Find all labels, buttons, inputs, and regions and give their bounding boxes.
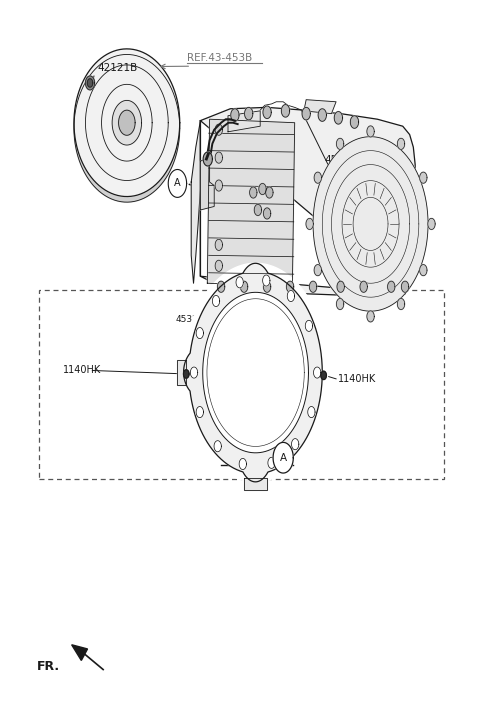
Polygon shape (74, 55, 180, 202)
Polygon shape (196, 327, 204, 339)
Polygon shape (398, 138, 405, 150)
Polygon shape (367, 126, 374, 137)
Polygon shape (314, 265, 321, 276)
Polygon shape (196, 406, 204, 417)
Polygon shape (286, 281, 294, 292)
Polygon shape (85, 76, 95, 90)
Polygon shape (428, 218, 435, 230)
Polygon shape (336, 138, 344, 150)
Text: 45000A: 45000A (325, 155, 365, 164)
Polygon shape (87, 79, 93, 87)
Polygon shape (350, 116, 359, 128)
Polygon shape (190, 367, 198, 378)
Polygon shape (168, 169, 187, 198)
Polygon shape (268, 457, 275, 468)
Polygon shape (313, 367, 321, 378)
Polygon shape (263, 208, 271, 219)
Polygon shape (72, 645, 88, 660)
Polygon shape (200, 108, 415, 295)
Polygon shape (212, 295, 220, 307)
Polygon shape (236, 277, 243, 288)
Text: A: A (280, 453, 287, 462)
Text: 1140HK: 1140HK (62, 366, 101, 375)
Polygon shape (309, 281, 317, 292)
Polygon shape (304, 100, 336, 113)
Polygon shape (240, 281, 248, 292)
Polygon shape (420, 172, 427, 183)
Polygon shape (183, 263, 328, 482)
Polygon shape (306, 218, 313, 230)
Polygon shape (207, 119, 295, 286)
Text: 42121B: 42121B (97, 63, 137, 73)
Polygon shape (215, 239, 222, 250)
Polygon shape (336, 298, 344, 310)
Bar (39, 290, 444, 478)
Polygon shape (273, 442, 293, 473)
Polygon shape (239, 459, 247, 470)
Polygon shape (74, 49, 180, 196)
Polygon shape (314, 172, 321, 183)
Polygon shape (263, 281, 271, 292)
Polygon shape (228, 111, 260, 132)
Polygon shape (215, 180, 222, 191)
Polygon shape (313, 137, 428, 311)
Polygon shape (215, 152, 222, 163)
Polygon shape (250, 187, 257, 198)
Polygon shape (214, 441, 221, 451)
Polygon shape (263, 106, 271, 119)
Polygon shape (177, 360, 186, 385)
Polygon shape (398, 298, 405, 310)
Polygon shape (215, 124, 222, 135)
Text: FR.: FR. (37, 659, 60, 672)
Polygon shape (305, 321, 313, 332)
Polygon shape (259, 183, 266, 195)
Polygon shape (420, 265, 427, 276)
Polygon shape (308, 406, 315, 417)
Polygon shape (318, 109, 326, 121)
Polygon shape (337, 281, 344, 292)
Polygon shape (254, 204, 262, 215)
Polygon shape (203, 292, 308, 453)
Polygon shape (200, 158, 214, 210)
Polygon shape (262, 275, 270, 286)
Text: 45328A: 45328A (256, 307, 290, 316)
Polygon shape (281, 105, 290, 117)
Polygon shape (112, 100, 142, 145)
Polygon shape (183, 370, 189, 378)
Text: A: A (174, 178, 181, 188)
Polygon shape (334, 111, 342, 124)
Polygon shape (183, 263, 322, 482)
Text: REF.43-453B: REF.43-453B (187, 52, 252, 63)
Polygon shape (215, 260, 222, 271)
Polygon shape (217, 281, 225, 292)
Polygon shape (292, 438, 299, 450)
Polygon shape (231, 109, 239, 121)
Polygon shape (266, 187, 273, 198)
Polygon shape (401, 281, 409, 292)
Polygon shape (244, 478, 267, 491)
Polygon shape (388, 281, 395, 292)
Polygon shape (360, 281, 367, 292)
Text: 45328A: 45328A (175, 316, 210, 324)
Polygon shape (245, 108, 253, 120)
Polygon shape (287, 291, 295, 302)
Text: VIEW: VIEW (221, 451, 260, 465)
Polygon shape (203, 152, 212, 166)
Polygon shape (119, 111, 135, 135)
Polygon shape (321, 371, 326, 379)
Polygon shape (191, 121, 200, 284)
Polygon shape (367, 311, 374, 322)
Text: 1140HK: 1140HK (338, 374, 376, 384)
Polygon shape (302, 108, 310, 120)
